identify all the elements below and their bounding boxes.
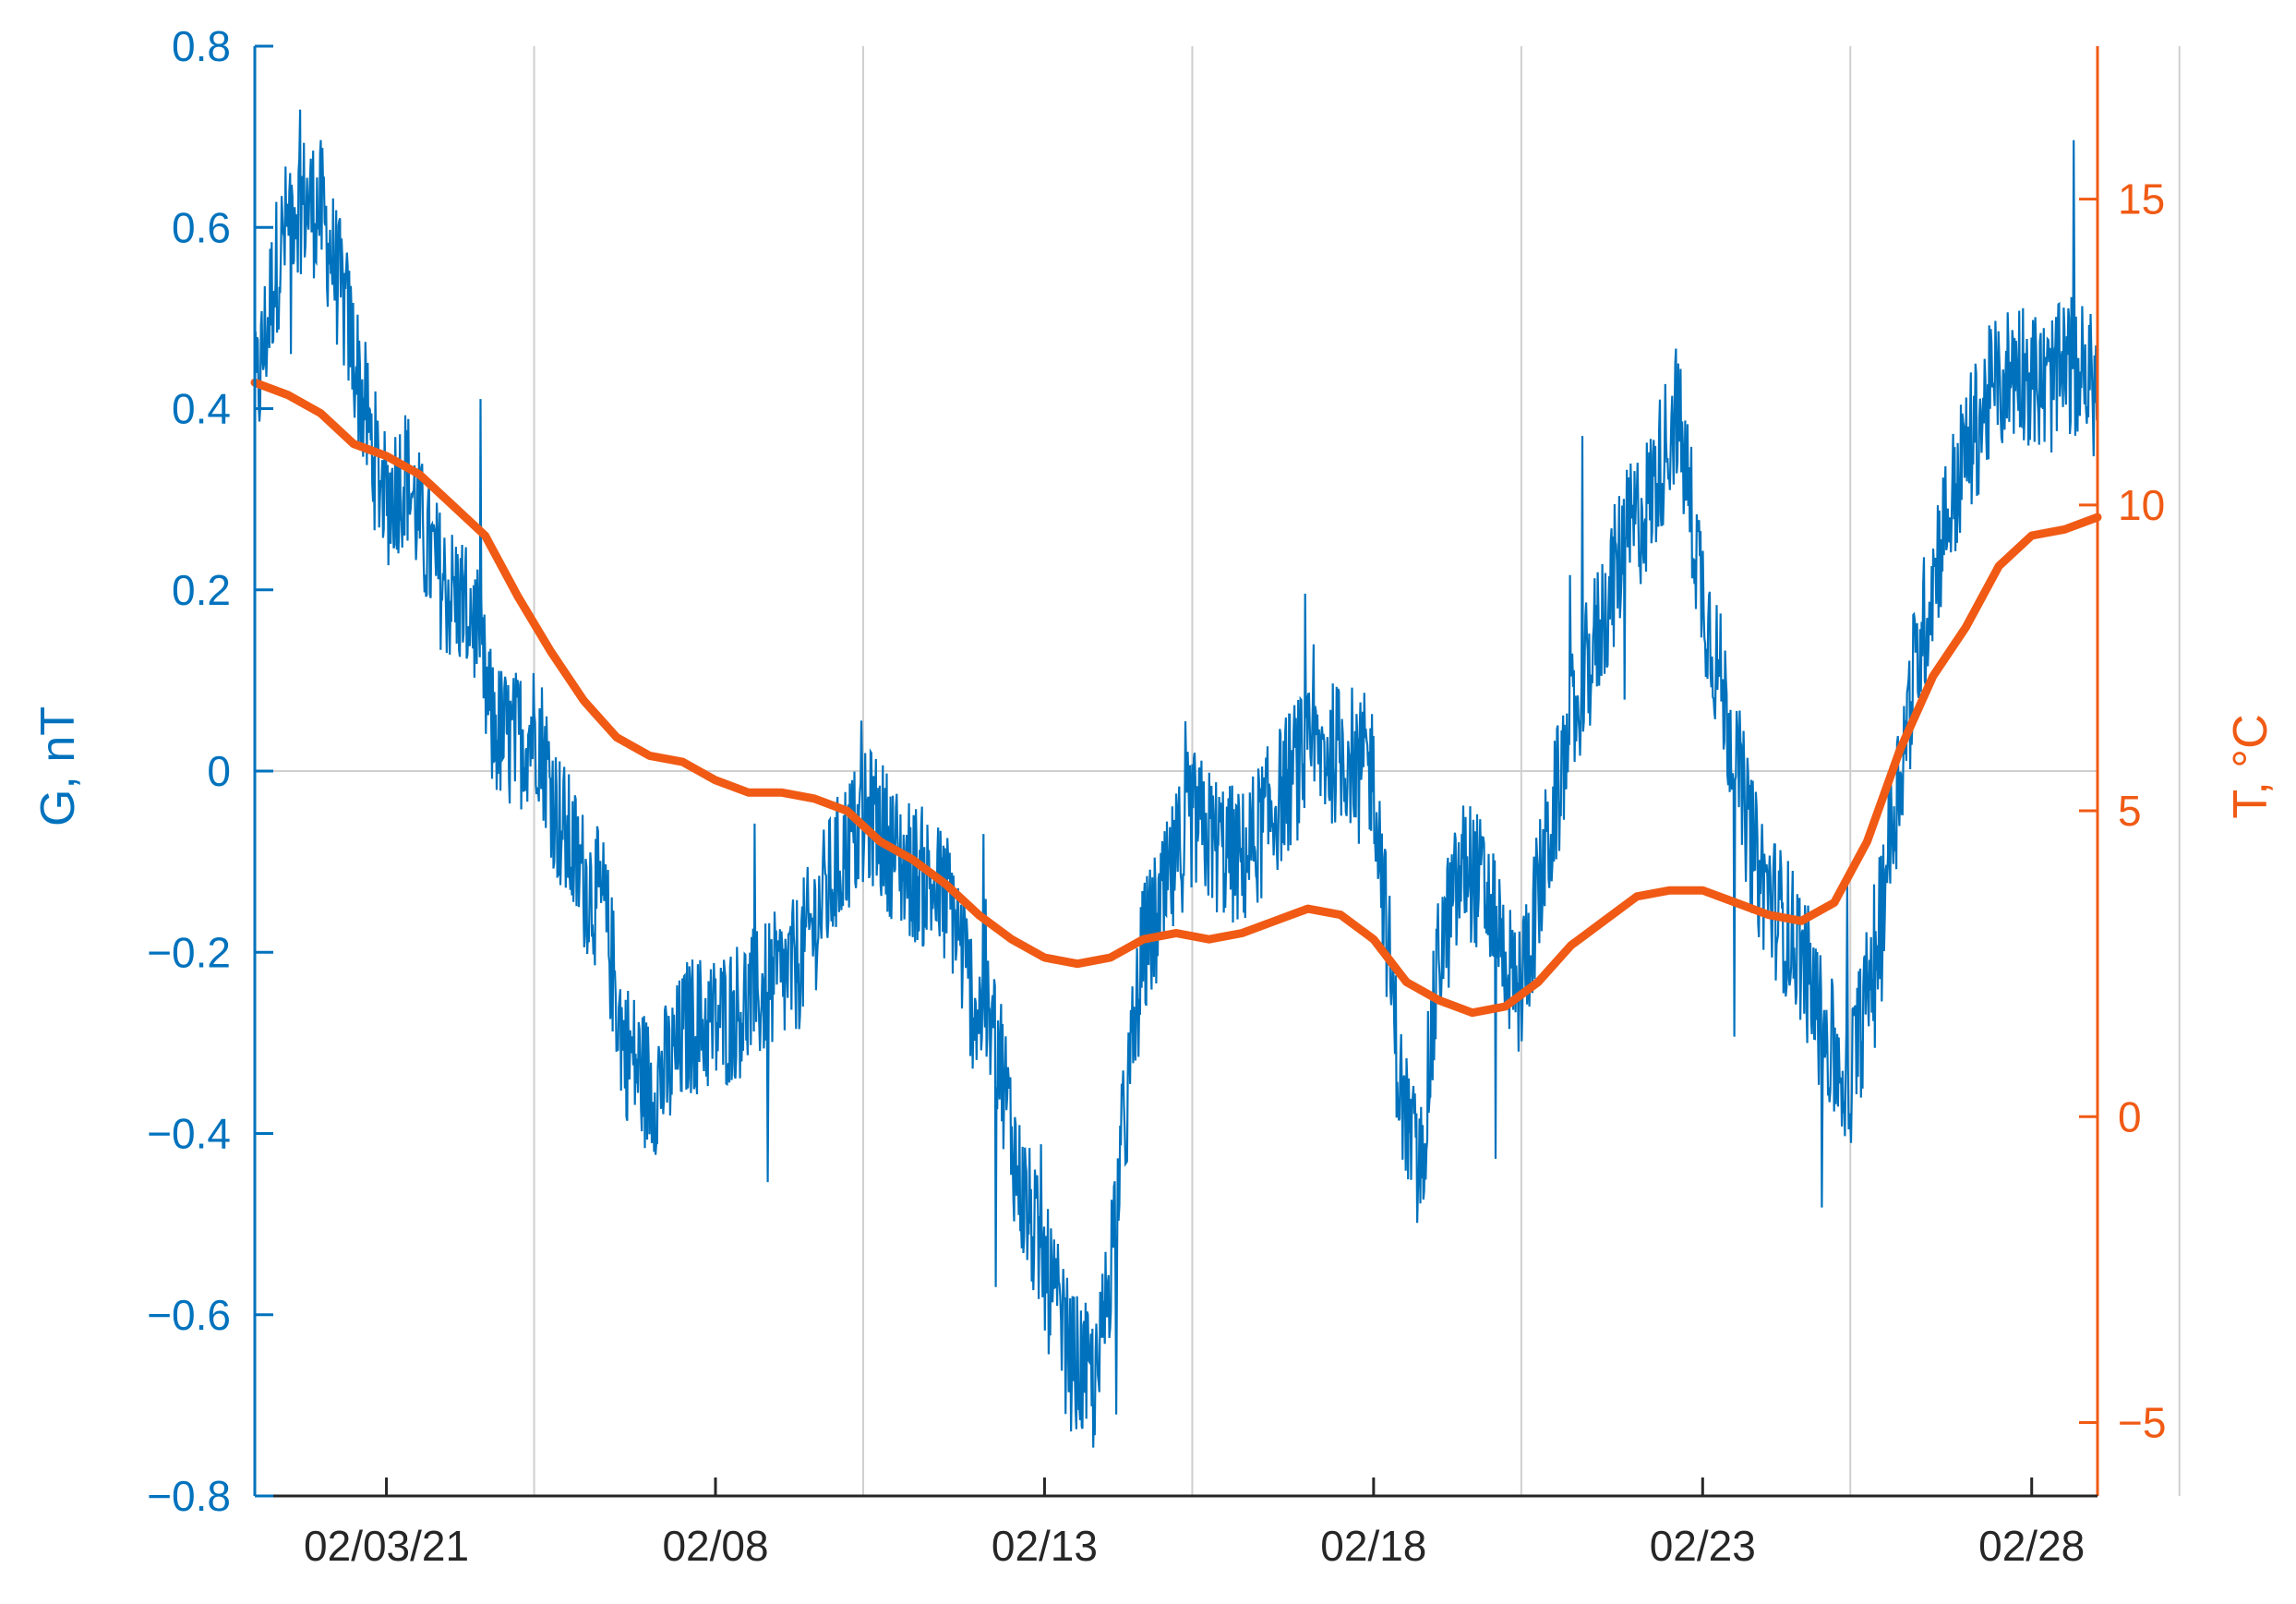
x-tick-label-2: 02/13 <box>992 1522 1098 1570</box>
y-right-tick-label-2: 5 <box>2118 787 2142 835</box>
y-right-tick-label-0: 15 <box>2118 175 2165 223</box>
y-left-tick-label-1: 0.6 <box>172 203 231 251</box>
series-g-line <box>253 109 2099 1448</box>
y-left-tick-label-2: 0.4 <box>172 385 231 433</box>
grid-lines <box>255 46 2181 1496</box>
y-left-tick-label-0: 0.8 <box>172 22 231 70</box>
x-tick-label-0: 02/03/21 <box>304 1522 469 1570</box>
y-left-tick-label-4: 0 <box>207 747 231 795</box>
y-left-tick-label-5: −0.2 <box>147 928 231 976</box>
tick-labels: 0.8 0.6 0.4 0.2 0 −0.2 −0.4 −0.6 −0.8 15 10 5 0 −5 02/… <box>147 22 2166 1570</box>
x-tick-label-1: 02/08 <box>662 1522 768 1570</box>
y-left-tick-label-8: −0.8 <box>147 1472 231 1520</box>
x-tick-label-5: 02/28 <box>1978 1522 2085 1570</box>
y-left-tick-label-6: −0.4 <box>147 1110 231 1158</box>
y-right-tick-label-3: 0 <box>2118 1092 2142 1140</box>
y-right-tick-label-1: 10 <box>2118 481 2165 529</box>
y-axis-left-label: G, nT <box>31 706 85 826</box>
x-tick-label-4: 02/23 <box>1650 1522 1756 1570</box>
series-t-line <box>250 378 2102 1018</box>
y-left-tick-label-7: −0.6 <box>147 1291 231 1339</box>
y-axis-right-label: T, °C <box>2224 714 2278 818</box>
y-left-tick-label-3: 0.2 <box>172 566 231 614</box>
series-layer <box>250 109 2102 1448</box>
y-right-tick-label-4: −5 <box>2118 1399 2166 1447</box>
x-tick-label-3: 02/18 <box>1320 1522 1426 1570</box>
axes <box>253 44 2099 1498</box>
